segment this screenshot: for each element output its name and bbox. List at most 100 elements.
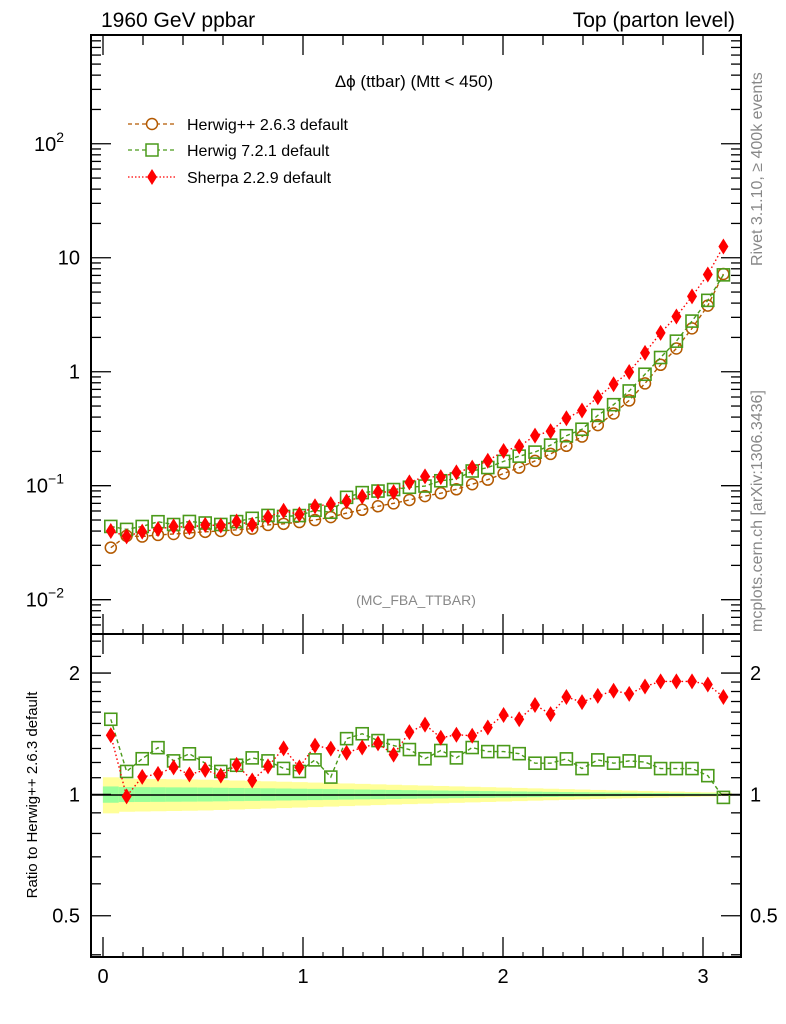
sherpa-point xyxy=(498,443,509,460)
sherpa-point xyxy=(373,483,383,500)
ratio-y-tick-label: 0.5 xyxy=(52,906,80,928)
ratio-y-tick-label-right: 1 xyxy=(750,784,761,806)
herwig7-ratio-point xyxy=(622,754,637,768)
x-tick-label: 1 xyxy=(297,966,308,988)
main-y-tick-label: 10−1 xyxy=(26,471,64,498)
sherpa-point xyxy=(325,496,336,513)
sherpa-ratio-point xyxy=(231,756,242,773)
herwig7-ratio-point xyxy=(716,790,731,805)
sherpa-ratio-point xyxy=(467,727,478,744)
sherpa-ratio-point xyxy=(655,673,666,690)
sherpa-point xyxy=(561,410,572,427)
herwig7-ratio-point xyxy=(543,756,558,771)
analysis-label: (MC_FBA_TTBAR) xyxy=(356,592,476,608)
legend: Herwig++ 2.6.3 default Herwig 7.2.1 defa… xyxy=(128,117,349,187)
sherpa-ratio-point xyxy=(325,740,336,757)
herwigpp-point xyxy=(465,477,479,491)
main-y-tick-label: 10−2 xyxy=(26,585,64,612)
herwig7-ratio-point xyxy=(700,768,715,783)
sherpa-ratio-point xyxy=(153,765,163,782)
herwig7-ratio-point xyxy=(276,761,291,776)
herwigpp-point xyxy=(450,483,463,496)
sherpa-ratio-point xyxy=(388,746,399,763)
sherpa-point xyxy=(184,519,195,536)
sherpa-point xyxy=(420,468,430,485)
sherpa-ratio-point xyxy=(671,673,682,690)
sherpa-point xyxy=(137,523,148,540)
sherpa-point xyxy=(105,522,116,539)
herwig7-ratio-point xyxy=(418,751,432,766)
sherpa-line xyxy=(110,246,725,538)
herwig7-ratio-point xyxy=(606,756,621,771)
herwig7-point xyxy=(559,428,574,443)
herwig7-point xyxy=(638,367,652,382)
sherpa-ratio-point xyxy=(451,726,462,743)
herwig7-ratio-point xyxy=(151,740,165,755)
sherpa-ratio-point xyxy=(640,678,650,695)
sherpa-ratio-point xyxy=(105,727,116,744)
ratio-y-tick-label-right: 0.5 xyxy=(750,906,778,928)
sherpa-ratio-point xyxy=(624,685,635,702)
sherpa-point xyxy=(435,469,446,486)
sherpa-point xyxy=(341,493,352,510)
sherpa-point xyxy=(577,402,587,419)
ratio-y-axis: 0.5 0.5 1 1 2 2 xyxy=(52,640,778,956)
herwig7-ratio-point xyxy=(119,764,134,779)
sherpa-ratio-point xyxy=(498,706,509,723)
sherpa-point xyxy=(718,238,729,255)
herwig7-ratio-point xyxy=(182,747,197,761)
sherpa-ratio-point xyxy=(404,724,415,741)
sherpa-point xyxy=(545,423,556,440)
main-y-tick-label: 102 xyxy=(34,129,64,156)
ratio-data-layer xyxy=(104,673,731,805)
herwig7-ratio-point xyxy=(480,744,495,759)
sherpa-ratio-point xyxy=(357,739,368,756)
legend-label-sherpa: Sherpa 2.2.9 default xyxy=(187,170,332,187)
legend-marker-square xyxy=(145,143,159,157)
herwigpp-point xyxy=(371,500,385,513)
main-data-layer xyxy=(104,238,731,554)
sherpa-ratio-point xyxy=(608,682,619,699)
sherpa-ratio-point xyxy=(137,768,148,785)
legend-marker-diamond xyxy=(147,169,157,185)
sherpa-point xyxy=(168,518,179,535)
sherpa-point xyxy=(514,438,525,455)
herwig7-ratio-line xyxy=(110,719,724,798)
x-tick-label: 2 xyxy=(497,966,508,988)
sherpa-point xyxy=(608,376,619,393)
herwig7-ratio-point xyxy=(308,753,322,767)
sherpa-ratio-point xyxy=(592,687,603,704)
sherpa-ratio-point xyxy=(168,759,179,776)
herwig7-point xyxy=(700,293,715,308)
herwigpp-point xyxy=(528,454,542,468)
sherpa-point xyxy=(467,459,478,476)
herwig7-ratio-point xyxy=(575,761,589,776)
sherpa-ratio-point xyxy=(530,697,540,714)
header-left-title: 1960 GeV ppbar xyxy=(101,9,255,32)
sherpa-point xyxy=(482,452,493,469)
herwigpp-point xyxy=(544,447,557,461)
sherpa-point xyxy=(153,521,163,538)
sherpa-ratio-point xyxy=(561,688,572,705)
sherpa-ratio-point xyxy=(420,716,430,733)
sherpa-ratio-point xyxy=(310,737,320,754)
main-panel: 10−2 10−1 1 10 102 Δϕ (ttbar) (Mtt < 450) (M… xyxy=(26,34,742,635)
herwigpp-point xyxy=(622,394,636,407)
sherpa-ratio-point xyxy=(702,676,713,693)
herwigpp-point xyxy=(607,407,620,420)
herwigpp-point xyxy=(308,513,322,527)
herwigpp-point xyxy=(355,503,369,517)
ratio-y-axis-label: Ratio to Herwig++ 2.6.3 default xyxy=(24,691,41,899)
sherpa-ratio-point xyxy=(121,788,132,805)
sherpa-point xyxy=(215,517,226,534)
ratio-y-tick-label: 1 xyxy=(69,784,80,806)
herwig7-ratio-point xyxy=(590,753,605,767)
ratio-frame xyxy=(90,633,742,958)
sherpa-ratio-point xyxy=(263,758,273,775)
herwigpp-point xyxy=(497,467,510,480)
sherpa-ratio-point xyxy=(294,759,305,776)
sherpa-ratio-point xyxy=(577,694,587,711)
herwig7-point xyxy=(528,445,542,459)
sherpa-ratio-point xyxy=(200,761,211,778)
herwig7-ratio-point xyxy=(496,744,511,759)
